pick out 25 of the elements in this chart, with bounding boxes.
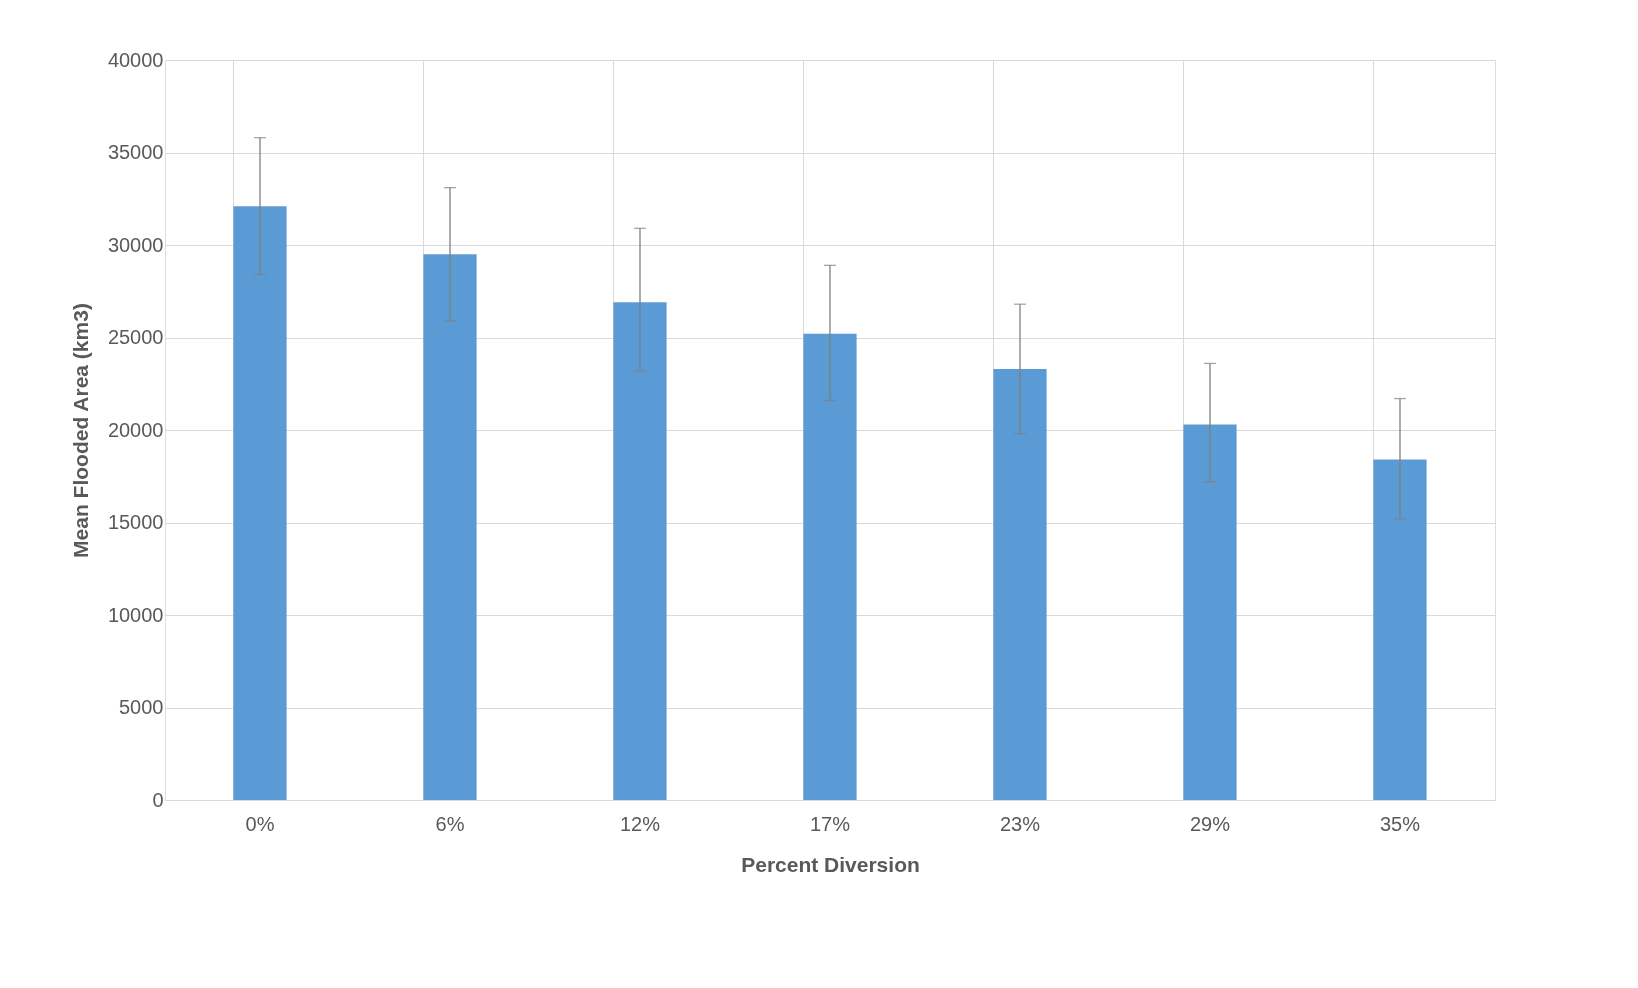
y-tick-label: 40000 (107, 48, 164, 71)
bar (1373, 459, 1427, 800)
y-tick-label: 0 (152, 788, 164, 811)
y-tick-label: 35000 (107, 141, 164, 163)
bar (803, 333, 857, 800)
bar (613, 302, 667, 800)
bar (993, 368, 1047, 800)
y-tick-label: 30000 (107, 233, 164, 256)
bar (1183, 424, 1237, 800)
x-tick-label: 29% (1189, 812, 1231, 835)
bar (423, 254, 477, 800)
y-tick-label: 20000 (107, 418, 164, 441)
y-tick-label: 5000 (119, 696, 164, 718)
x-axis-title: Percent Diversion (741, 852, 920, 876)
x-tick-label: 17% (809, 812, 851, 835)
x-tick-label: 6% (435, 812, 465, 835)
y-tick-label: 15000 (107, 511, 164, 533)
x-tick-label: 12% (619, 812, 661, 835)
y-tick-label: 10000 (107, 603, 164, 626)
x-tick-label: 23% (999, 812, 1041, 835)
x-tick-label: 35% (1379, 812, 1421, 835)
bar (233, 206, 287, 800)
y-tick-label: 25000 (107, 326, 164, 348)
x-tick-label: 0% (245, 812, 275, 835)
y-axis-title: Mean Flooded Area (km3) (68, 303, 92, 558)
